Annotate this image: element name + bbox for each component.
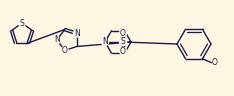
Text: O: O	[62, 46, 68, 55]
Text: O: O	[120, 29, 126, 38]
Text: S: S	[20, 19, 24, 27]
Circle shape	[18, 19, 26, 26]
Text: N: N	[102, 38, 108, 46]
Circle shape	[61, 47, 68, 54]
Circle shape	[120, 48, 127, 55]
Text: N: N	[74, 29, 80, 38]
Circle shape	[54, 36, 61, 43]
Text: O: O	[212, 58, 218, 67]
Text: S: S	[121, 38, 125, 46]
Circle shape	[102, 38, 109, 46]
Circle shape	[120, 29, 127, 36]
Text: N: N	[54, 36, 60, 45]
Circle shape	[73, 30, 80, 37]
Text: O: O	[120, 46, 126, 55]
Circle shape	[120, 38, 127, 46]
